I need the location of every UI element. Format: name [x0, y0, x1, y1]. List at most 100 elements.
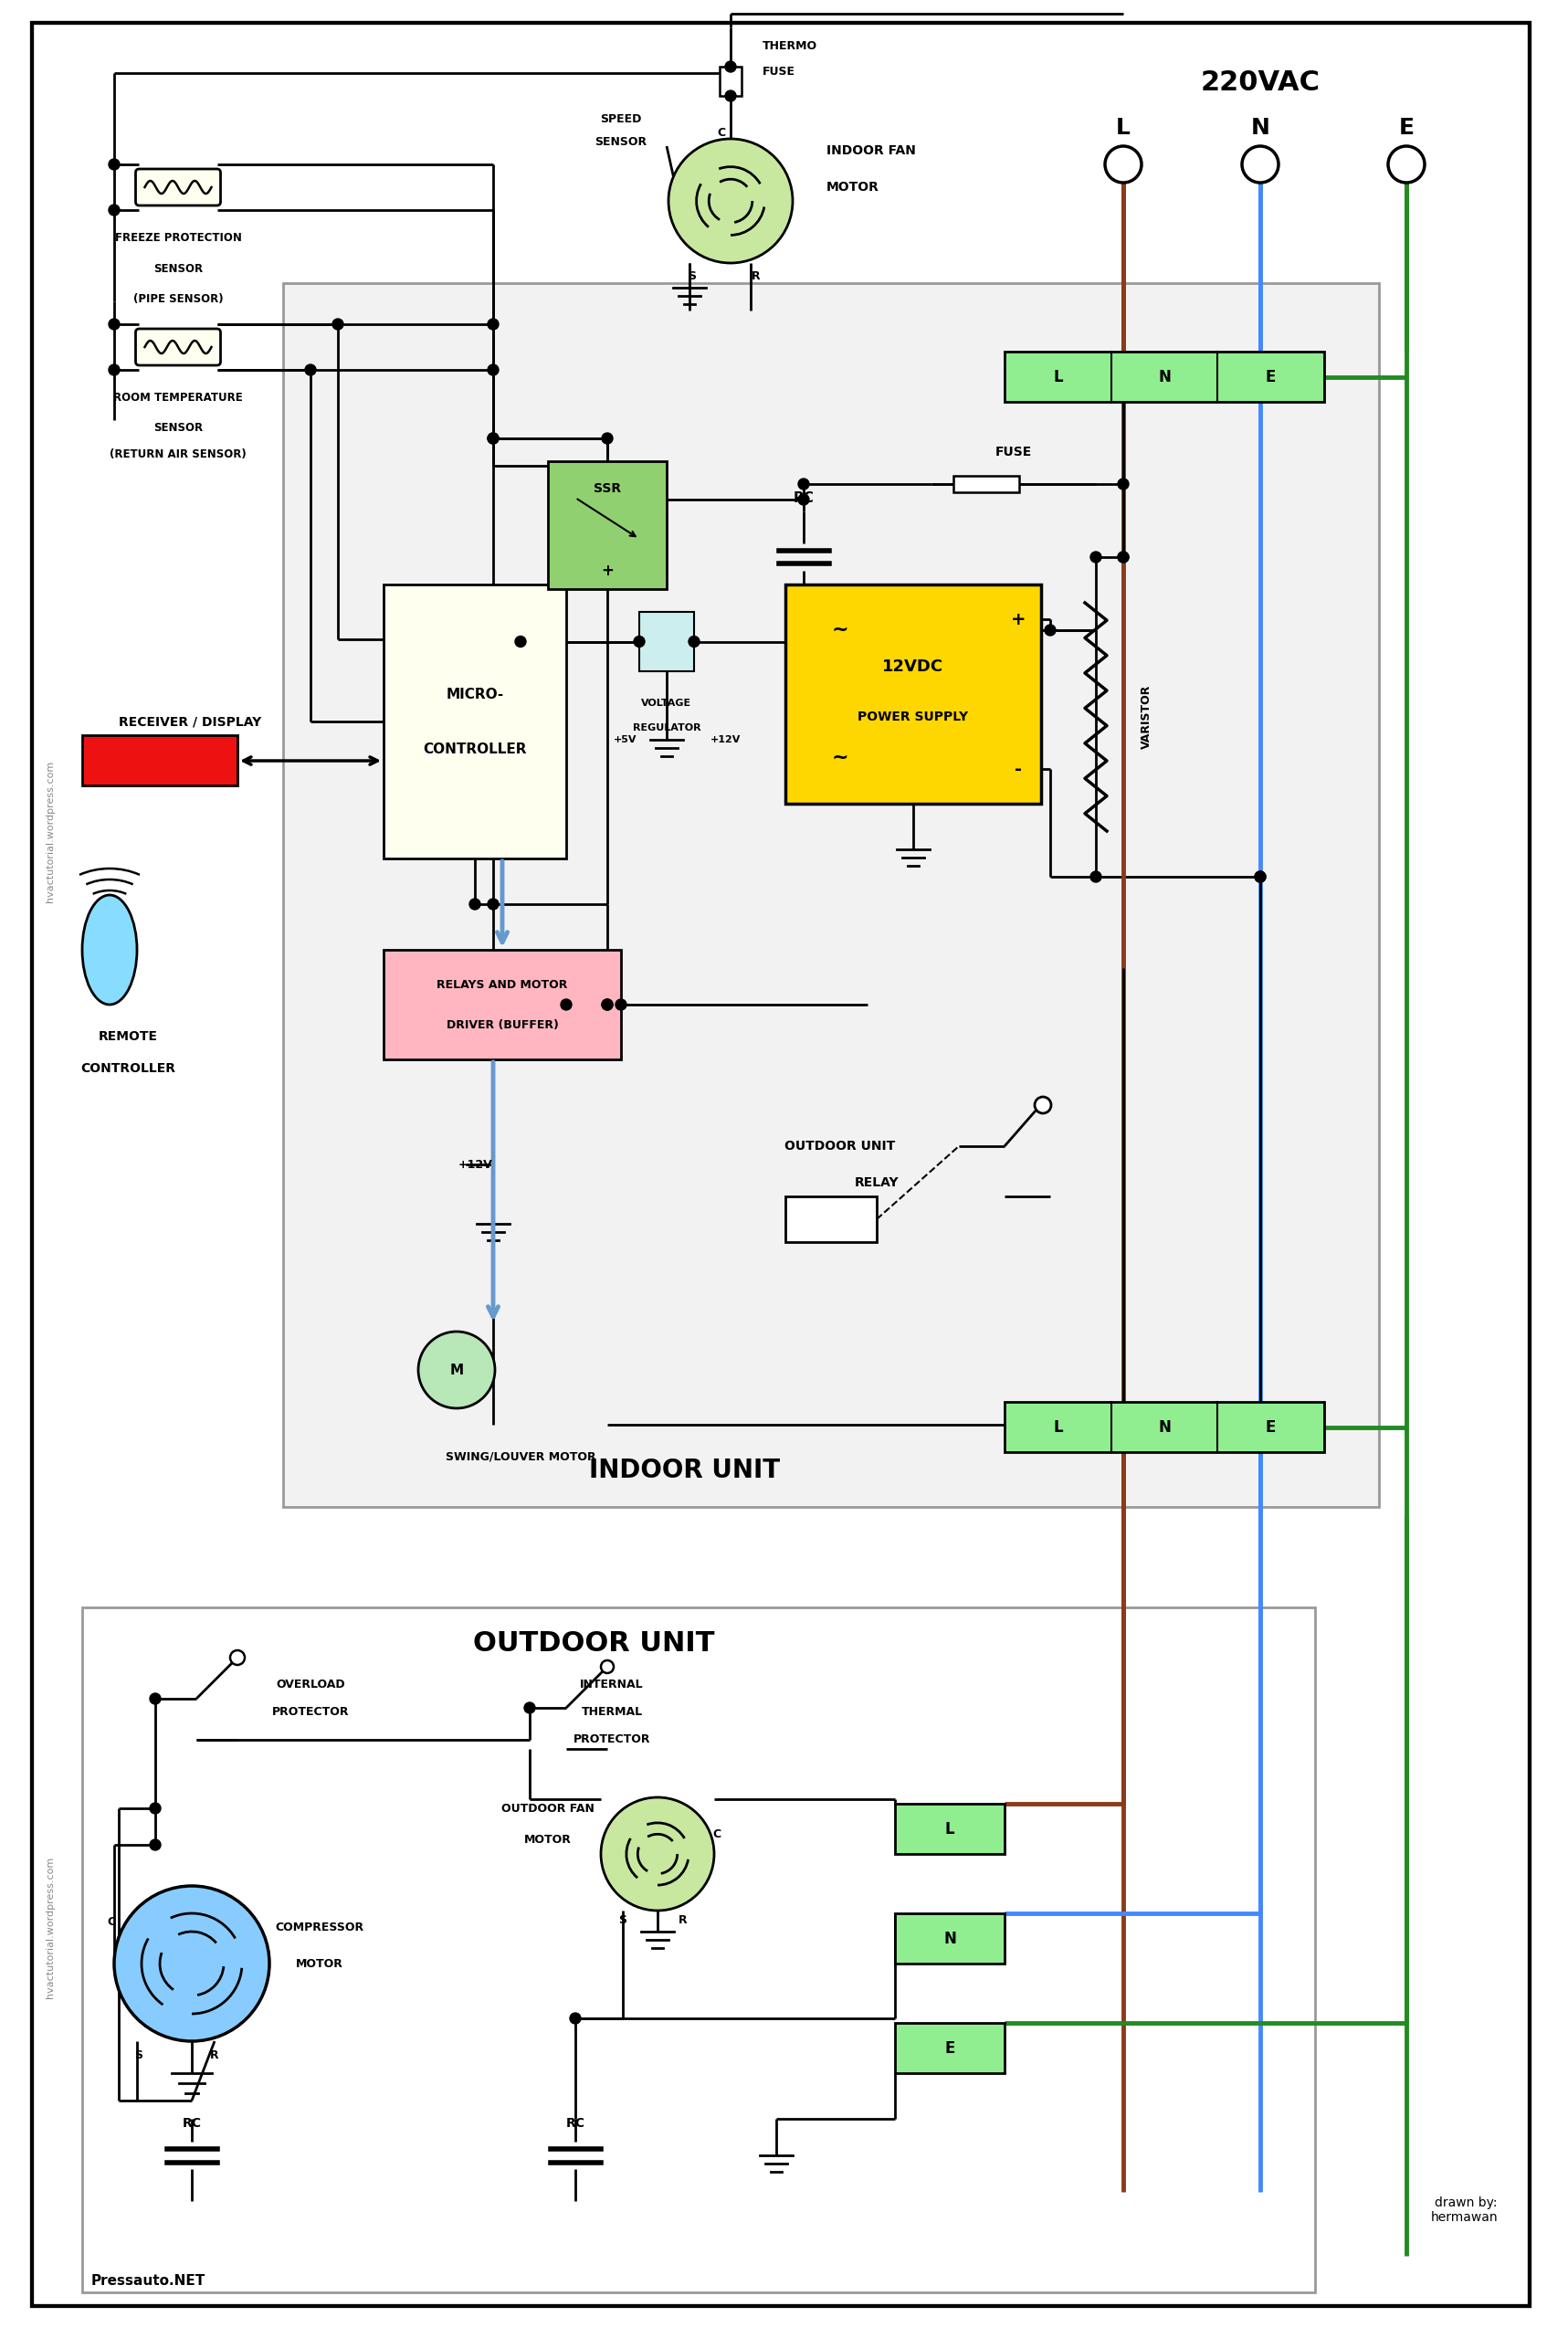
Circle shape [601, 1660, 613, 1674]
Circle shape [488, 898, 499, 909]
Text: N: N [1251, 117, 1270, 138]
Bar [895, 1912, 1005, 1964]
Text: drawn by:
hermawan: drawn by: hermawan [1430, 2195, 1497, 2223]
Circle shape [798, 493, 809, 505]
Text: RC: RC [793, 491, 814, 505]
Text: +12V: +12V [710, 734, 742, 743]
Circle shape [1118, 552, 1129, 563]
Text: SSR: SSR [594, 482, 621, 496]
Text: S: S [688, 269, 696, 283]
Circle shape [419, 1333, 495, 1407]
Circle shape [602, 433, 613, 444]
Bar [895, 2022, 1005, 2074]
Text: MOTOR: MOTOR [826, 180, 880, 194]
Text: RC: RC [566, 2116, 585, 2130]
Text: R: R [679, 1915, 687, 1927]
Text: R: R [210, 2048, 220, 2060]
Circle shape [633, 636, 644, 648]
Text: -: - [1014, 760, 1022, 779]
Text: FUSE: FUSE [762, 65, 795, 77]
Text: VARISTOR: VARISTOR [1140, 685, 1152, 748]
Circle shape [488, 433, 499, 444]
Text: RELAY: RELAY [855, 1176, 898, 1190]
Text: C: C [107, 1917, 116, 1929]
Circle shape [488, 365, 499, 376]
Bar [384, 949, 621, 1059]
Text: +: + [1011, 610, 1025, 629]
Text: +: + [601, 563, 613, 580]
Text: RELAYS AND MOTOR: RELAYS AND MOTOR [437, 980, 568, 991]
Ellipse shape [82, 895, 136, 1005]
Text: S: S [135, 2048, 143, 2060]
FancyBboxPatch shape [135, 168, 221, 206]
Circle shape [108, 365, 119, 376]
Circle shape [1035, 1097, 1051, 1113]
Text: CONTROLLER: CONTROLLER [423, 741, 527, 755]
Text: SWING/LOUVER MOTOR: SWING/LOUVER MOTOR [445, 1452, 596, 1464]
Text: OUTDOOR UNIT: OUTDOOR UNIT [786, 1141, 895, 1153]
Circle shape [230, 1651, 245, 1665]
Circle shape [1118, 479, 1129, 489]
Text: R: R [751, 269, 760, 283]
Text: N: N [1159, 369, 1171, 386]
Circle shape [561, 998, 572, 1010]
Text: FREEZE PROTECTION: FREEZE PROTECTION [114, 231, 241, 243]
Text: MICRO-: MICRO- [445, 687, 503, 701]
Text: SENSOR: SENSOR [594, 136, 648, 147]
Circle shape [108, 159, 119, 171]
Text: hvactutorial.wordpress.com: hvactutorial.wordpress.com [45, 1856, 55, 1999]
Bar [82, 734, 237, 786]
Text: E: E [944, 2039, 955, 2055]
Circle shape [524, 1702, 535, 1714]
Circle shape [602, 998, 613, 1010]
Text: VOLTAGE: VOLTAGE [641, 699, 691, 708]
Text: (RETURN AIR SENSOR): (RETURN AIR SENSOR) [110, 449, 246, 461]
Text: RECEIVER / DISPLAY: RECEIVER / DISPLAY [119, 715, 262, 727]
Text: INDOOR FAN: INDOOR FAN [826, 145, 916, 157]
Text: M: M [450, 1363, 464, 1377]
Text: INTERNAL: INTERNAL [580, 1679, 643, 1690]
Circle shape [668, 138, 793, 264]
Text: C: C [713, 1828, 721, 1840]
Text: DRIVER (BUFFER): DRIVER (BUFFER) [447, 1019, 558, 1031]
Circle shape [151, 1803, 162, 1814]
Circle shape [488, 433, 499, 444]
Text: E: E [1399, 117, 1414, 138]
Bar [786, 1197, 877, 1241]
Circle shape [1388, 147, 1425, 182]
Circle shape [514, 636, 525, 648]
Bar [284, 283, 1378, 1508]
Bar [547, 461, 666, 589]
Circle shape [151, 1840, 162, 1849]
Text: L: L [1054, 369, 1063, 386]
Circle shape [1254, 872, 1265, 881]
Circle shape [488, 318, 499, 330]
Bar [786, 584, 1041, 804]
Bar [1005, 351, 1323, 402]
Text: ~: ~ [831, 622, 848, 638]
Text: INDOOR UNIT: INDOOR UNIT [590, 1457, 781, 1482]
Text: hvactutorial.wordpress.com: hvactutorial.wordpress.com [45, 760, 55, 902]
Text: REGULATOR: REGULATOR [632, 722, 701, 732]
Text: (PIPE SENSOR): (PIPE SENSOR) [133, 292, 223, 304]
Text: REMOTE: REMOTE [99, 1031, 157, 1043]
Bar [640, 613, 695, 671]
Text: COMPRESSOR: COMPRESSOR [276, 1922, 364, 1934]
Text: MOTOR: MOTOR [296, 1957, 343, 1969]
Circle shape [798, 479, 809, 489]
Text: SPEED: SPEED [601, 112, 641, 124]
Bar [82, 1609, 1316, 2291]
Bar [384, 584, 566, 858]
Text: N: N [1159, 1419, 1171, 1436]
Circle shape [108, 318, 119, 330]
Text: N: N [944, 1931, 956, 1948]
Circle shape [332, 318, 343, 330]
Circle shape [306, 365, 317, 376]
Text: SENSOR: SENSOR [154, 264, 202, 276]
Circle shape [616, 998, 627, 1010]
Text: SENSOR: SENSOR [154, 421, 202, 433]
Circle shape [114, 1887, 270, 2041]
Circle shape [688, 636, 699, 648]
Text: RC: RC [182, 2116, 201, 2130]
Bar [1005, 1403, 1323, 1452]
